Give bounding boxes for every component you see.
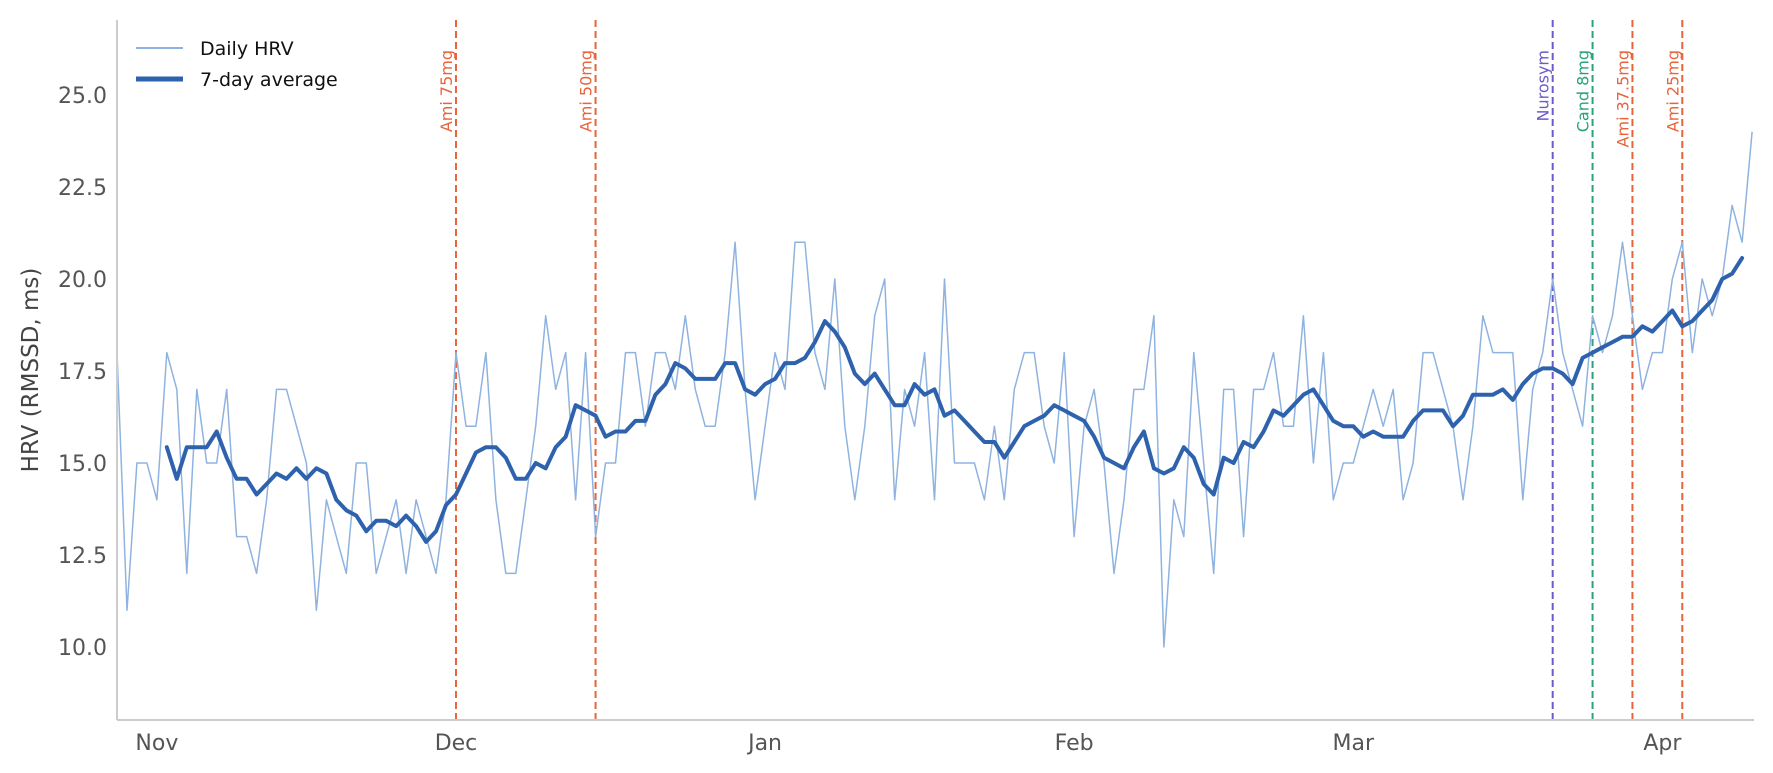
event-markers: Ami 75mg Ami 50mg Nurosym Cand 8mg Ami 37.5m… (437, 20, 1684, 720)
y-tick-label: 15.0 (58, 452, 107, 477)
event-marker-label: Ami 50mg (577, 50, 596, 132)
series-lines (116, 131, 1753, 648)
y-tick-label: 10.0 (58, 636, 107, 661)
event-marker-label: Cand 8mg (1574, 50, 1593, 132)
y-tick-label: 12.5 (58, 544, 107, 569)
legend-avg-label: 7-day average (200, 69, 338, 91)
x-tick-label: Apr (1643, 731, 1682, 756)
x-tick-labels: Nov Dec Jan Feb Mar Apr (135, 731, 1682, 756)
y-axis-title: HRV (RMSSD, ms) (18, 268, 44, 473)
y-tick-label: 20.0 (58, 268, 107, 293)
x-tick-label: Feb (1055, 731, 1094, 756)
y-tick-label: 22.5 (58, 176, 107, 201)
seven-day-average-line (164, 256, 1745, 544)
legend: Daily HRV 7-day average (136, 38, 338, 91)
y-tick-labels: 10.0 12.5 15.0 17.5 20.0 22.5 25.0 (58, 84, 107, 661)
legend-daily-label: Daily HRV (200, 38, 294, 60)
y-tick-label: 17.5 (58, 360, 107, 385)
event-marker-label: Nurosym (1534, 50, 1553, 122)
y-tick-label: 25.0 (58, 84, 107, 109)
event-marker-label: Ami 37.5mg (1613, 50, 1632, 147)
x-tick-label: Nov (135, 731, 178, 756)
event-marker-label: Ami 75mg (437, 50, 456, 132)
x-tick-label: Dec (435, 731, 478, 756)
x-tick-label: Jan (746, 731, 782, 756)
x-tick-label: Mar (1333, 731, 1375, 756)
event-marker-label: Ami 25mg (1663, 50, 1682, 132)
axes (116, 20, 1754, 721)
